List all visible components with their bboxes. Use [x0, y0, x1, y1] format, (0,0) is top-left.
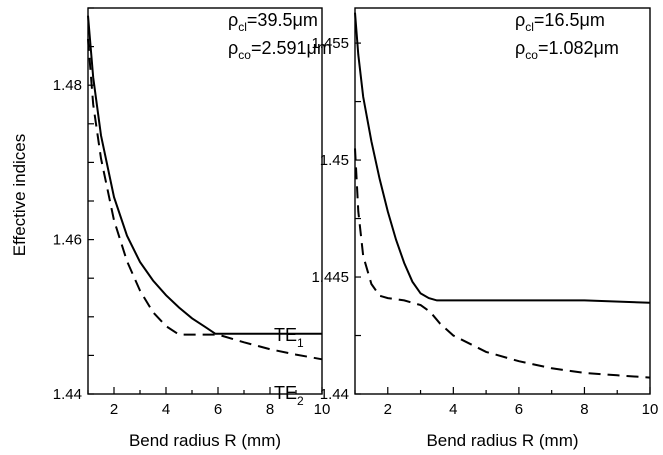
x-axis-label: Bend radius R (mm): [426, 431, 578, 450]
series-label-sub: 1: [297, 336, 304, 350]
rho-value: =1.082μm: [538, 38, 619, 58]
y-tick-label: 1.455: [311, 35, 349, 52]
x-tick-label: 10: [642, 401, 659, 418]
rho-annotation: ρcl=39.5μm: [228, 10, 318, 34]
x-tick-label: 10: [314, 401, 331, 418]
series-label-main: TE: [274, 325, 297, 345]
x-tick-label: 8: [266, 401, 274, 418]
rho-subscript: cl: [238, 20, 247, 34]
rho-symbol: ρ: [228, 38, 238, 58]
rho-subscript: co: [238, 48, 251, 62]
x-tick-label: 8: [580, 401, 588, 418]
y-tick-label: 1.45: [320, 152, 349, 169]
x-tick-label: 6: [515, 401, 523, 418]
dashed-series-line: [87, 38, 323, 361]
y-tick-label: 1.46: [53, 232, 82, 249]
x-axis-label: Bend radius R (mm): [129, 431, 281, 450]
solid-series-line: [354, 12, 651, 304]
series-label-main: TE: [274, 383, 297, 403]
rho-symbol: ρ: [515, 10, 525, 30]
dashed-series-line: [354, 148, 651, 379]
x-tick-label: 4: [449, 401, 457, 418]
rho-annotation: ρco=2.591μm: [228, 38, 332, 62]
rho-subscript: co: [525, 48, 538, 62]
series-label: TE1: [274, 325, 304, 350]
rho-annotation: ρco=1.082μm: [515, 38, 619, 62]
x-tick-label: 2: [384, 401, 392, 418]
rho-annotation: ρcl=16.5μm: [515, 10, 605, 34]
rho-symbol: ρ: [228, 10, 238, 30]
y-tick-label: 1.48: [53, 77, 82, 94]
plot-frame: [354, 7, 651, 395]
rho-symbol: ρ: [515, 38, 525, 58]
rho-value: =16.5μm: [534, 10, 605, 30]
y-tick-label: 1.445: [311, 269, 349, 286]
series-label-sub: 2: [297, 394, 304, 408]
series-label: TE2: [274, 383, 304, 408]
solid-series-line: [87, 15, 322, 335]
x-tick-label: 2: [110, 401, 118, 418]
x-tick-label: 6: [214, 401, 222, 418]
y-tick-label: 1.44: [53, 386, 82, 403]
shared-y-axis-label: Effective indices: [10, 134, 29, 257]
rho-value: =2.591μm: [251, 38, 332, 58]
y-tick-label: 1.44: [320, 386, 349, 403]
rho-value: =39.5μm: [247, 10, 318, 30]
rho-subscript: cl: [525, 20, 534, 34]
x-tick-label: 4: [162, 401, 170, 418]
